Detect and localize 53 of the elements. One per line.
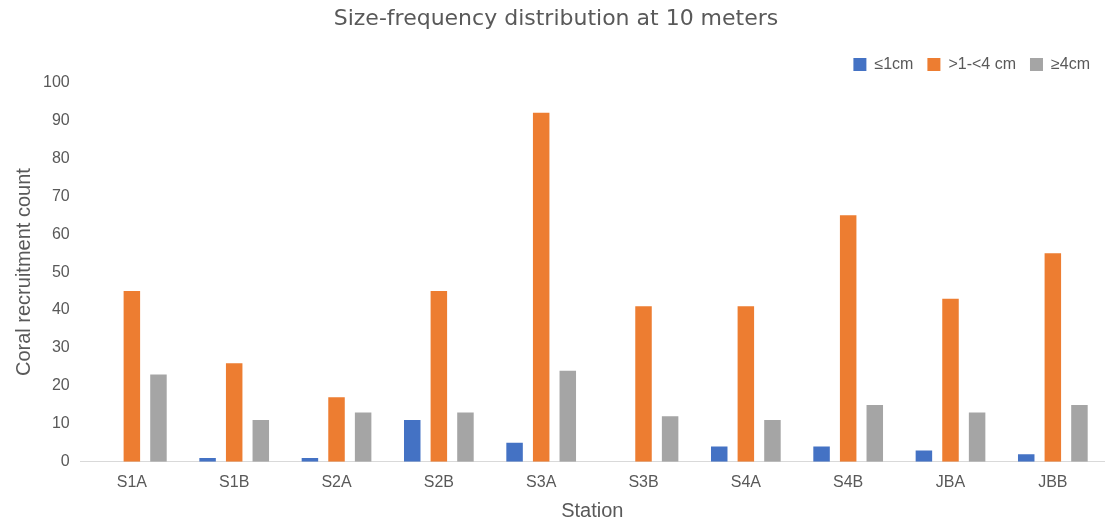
bar	[737, 306, 755, 462]
chart-title: Size-frequency distribution at 10 meters	[333, 4, 779, 30]
legend-label: >1-<4 cm	[948, 54, 1016, 72]
bar	[968, 412, 986, 462]
x-tick-label: S3A	[526, 472, 557, 490]
legend-label: ≤1cm	[874, 54, 914, 72]
x-tick-label: S4A	[730, 472, 762, 490]
y-axis-title: Coral recruitment count	[11, 167, 34, 377]
x-tick-label: JBA	[935, 472, 966, 490]
bar	[123, 291, 141, 462]
bar	[1044, 253, 1062, 462]
bar	[915, 450, 933, 462]
y-tick-label: 70	[51, 186, 70, 204]
bar	[1071, 404, 1088, 462]
bar	[866, 404, 884, 462]
y-tick-label: 40	[51, 300, 70, 318]
y-tick-label: 80	[51, 148, 70, 166]
bar	[661, 416, 679, 462]
y-tick-label: 50	[51, 262, 70, 280]
y-tick-label: 30	[51, 338, 70, 356]
bar	[225, 363, 243, 462]
x-axis-title: Station	[561, 498, 624, 521]
x-tick-label: S1A	[116, 472, 148, 490]
x-tick-label: S4B	[833, 472, 864, 490]
bar	[764, 420, 781, 462]
x-tick-label: JBB	[1038, 472, 1068, 490]
x-tick-label: S1B	[219, 472, 250, 490]
bar	[150, 374, 167, 462]
x-tick-label: S2B	[423, 472, 454, 490]
bar	[430, 291, 448, 462]
bar	[559, 370, 577, 462]
bar	[635, 306, 652, 462]
bar	[404, 420, 421, 462]
x-tick-label: S3B	[628, 472, 659, 490]
bar	[813, 446, 830, 462]
bar	[328, 397, 345, 462]
y-tick-label: 20	[51, 376, 70, 394]
x-tick-label: S2A	[321, 472, 352, 490]
bar	[506, 442, 523, 462]
bar	[1017, 454, 1035, 462]
bar	[457, 412, 474, 462]
y-tick-label: 60	[51, 224, 70, 242]
bar	[252, 420, 270, 462]
bar	[942, 298, 959, 462]
y-tick-label: 0	[60, 452, 70, 470]
bar	[710, 446, 728, 462]
y-tick-label: 100	[42, 72, 70, 90]
bar	[532, 112, 550, 462]
bar	[354, 412, 372, 462]
legend-label: ≥4cm	[1050, 54, 1091, 72]
y-tick-label: 90	[51, 110, 70, 128]
bar	[839, 215, 857, 462]
y-tick-label: 10	[51, 414, 70, 432]
